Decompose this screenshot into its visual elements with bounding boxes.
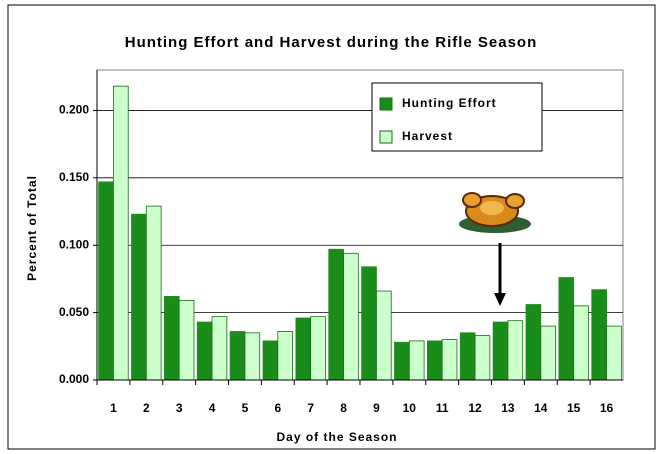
x-tick-label: 6 <box>274 401 281 415</box>
bar <box>474 335 491 381</box>
bar <box>310 316 326 381</box>
turkey-icon <box>459 192 531 233</box>
bar <box>229 331 246 381</box>
bar <box>163 296 180 381</box>
bar <box>328 248 344 381</box>
x-tick-label: 3 <box>176 401 183 415</box>
bar <box>376 290 392 381</box>
x-tick-label: 11 <box>436 401 449 415</box>
bar <box>343 252 359 381</box>
legend-swatch <box>379 130 393 144</box>
x-tick-label: 1 <box>110 401 117 415</box>
legend: Hunting Effort Harvest <box>371 82 543 152</box>
bar <box>277 331 294 381</box>
bar <box>540 325 557 381</box>
bar <box>244 332 261 381</box>
bar <box>426 340 443 381</box>
y-axis-title: Percent of Total <box>25 175 39 281</box>
legend-label: Harvest <box>402 129 453 143</box>
bar <box>459 332 476 381</box>
legend-swatch <box>379 97 393 111</box>
y-tick-label: 0.100 <box>59 237 89 251</box>
x-tick-label: 4 <box>209 401 216 415</box>
bar <box>196 321 213 381</box>
x-tick-label: 10 <box>403 401 417 415</box>
bar <box>262 340 279 381</box>
bar <box>573 305 589 381</box>
bar <box>178 300 195 381</box>
x-tick-label: 5 <box>242 401 249 415</box>
arrow <box>494 243 506 306</box>
bar <box>295 317 312 381</box>
x-tick-label: 12 <box>468 401 482 415</box>
y-tick-label: 0.000 <box>59 372 89 386</box>
x-tick-label: 13 <box>501 401 515 415</box>
legend-box <box>371 82 543 152</box>
bar <box>492 321 509 381</box>
x-tick-label: 15 <box>567 401 581 415</box>
bar <box>525 304 542 381</box>
bar <box>98 181 114 381</box>
x-axis-title: Day of the Season <box>276 430 397 444</box>
bar <box>211 316 228 381</box>
legend-label: Hunting Effort <box>402 96 497 110</box>
bar <box>131 213 147 381</box>
chart-title: Hunting Effort and Harvest during the Ri… <box>125 34 538 51</box>
x-tick-label: 8 <box>340 401 347 415</box>
x-tick-label: 7 <box>307 401 314 415</box>
bar <box>145 205 162 381</box>
y-tick-label: 0.200 <box>59 103 89 117</box>
x-tick-label: 9 <box>373 401 380 415</box>
y-tick-label: 0.050 <box>59 305 89 319</box>
bar <box>361 266 377 381</box>
bar <box>441 339 458 381</box>
y-tick-label: 0.150 <box>59 170 89 184</box>
x-tick-label: 14 <box>534 401 548 415</box>
bar <box>606 325 622 381</box>
bar <box>558 277 575 381</box>
bar <box>113 85 129 381</box>
bar <box>394 341 410 381</box>
x-tick-label: 2 <box>143 401 150 415</box>
bar <box>408 340 425 381</box>
bar <box>507 320 524 381</box>
x-tick-label: 16 <box>600 401 614 415</box>
bar <box>591 289 607 381</box>
